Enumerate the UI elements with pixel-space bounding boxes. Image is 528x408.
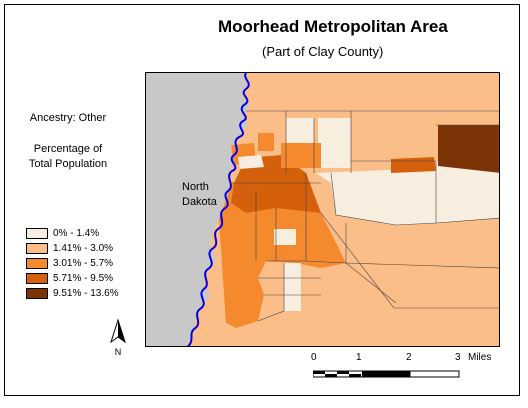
tract-east-small-orange (391, 157, 436, 173)
legend-swatch (26, 287, 48, 299)
legend-label: 1.41% - 3.0% (53, 242, 114, 254)
legend-item: 0% - 1.4% (26, 226, 119, 240)
legend-label: 3.01% - 5.7% (53, 257, 114, 269)
legend-item: 3.01% - 5.7% (26, 256, 119, 270)
legend-item: 9.51% - 13.6% (26, 286, 119, 300)
legend-swatch (26, 242, 48, 254)
tract-downtown-dark (231, 155, 321, 213)
scale-unit-label: Miles (468, 352, 492, 363)
legend-swatch (26, 257, 48, 269)
legend-swatch (26, 227, 48, 239)
north-dakota-label-line2: Dakota (182, 196, 217, 208)
scale-tick-0: 0 (311, 352, 317, 363)
tract-north-light-2 (318, 118, 351, 168)
legend-item: 1.41% - 3.0% (26, 241, 119, 255)
north-arrow-icon: N (110, 318, 126, 357)
outer-frame (4, 4, 520, 396)
scale-bar-graphic (312, 370, 460, 378)
map-frame (145, 72, 500, 347)
legend-label: 5.71% - 9.5% (53, 272, 114, 284)
legend-label: 0% - 1.4% (53, 227, 100, 239)
ancestry-label: Ancestry: Other (29, 112, 107, 124)
choropleth-map (146, 73, 499, 346)
north-dakota-label: North Dakota (182, 180, 217, 210)
tract-boundaries (232, 110, 499, 322)
tract-small-orange (258, 133, 274, 151)
legend-swatch (26, 272, 48, 284)
percentage-label-line2: Total Population (28, 158, 108, 170)
north-arrow: N (108, 318, 128, 365)
north-dakota-label-line1: North (182, 181, 209, 193)
scale-tick-3: 3 (455, 352, 461, 363)
tract-northeast-dark (438, 125, 499, 173)
map-title: Moorhead Metropolitan Area (218, 17, 448, 36)
red-river (186, 73, 250, 346)
north-dakota-area (146, 73, 250, 346)
scale-tick-1: 1 (356, 352, 362, 363)
percentage-label-line1: Percentage of (33, 143, 103, 155)
legend: 0% - 1.4% 1.41% - 3.0% 3.01% - 5.7% 5.71… (26, 226, 119, 301)
map-subtitle: (Part of Clay County) (262, 44, 384, 59)
tract-east-light (316, 161, 499, 225)
tract-downtown-light-1 (238, 155, 264, 169)
tract-downtown-south (219, 183, 346, 328)
north-arrow-letter: N (115, 347, 122, 357)
scale-tick-2: 2 (406, 352, 412, 363)
scale-bar (312, 366, 461, 384)
legend-label: 9.51% - 13.6% (53, 287, 119, 299)
tract-downtown-light-2 (274, 229, 296, 245)
tract-downtown-orange-1 (281, 143, 321, 168)
legend-item: 5.71% - 9.5% (26, 271, 119, 285)
tract-south-light (284, 263, 301, 311)
